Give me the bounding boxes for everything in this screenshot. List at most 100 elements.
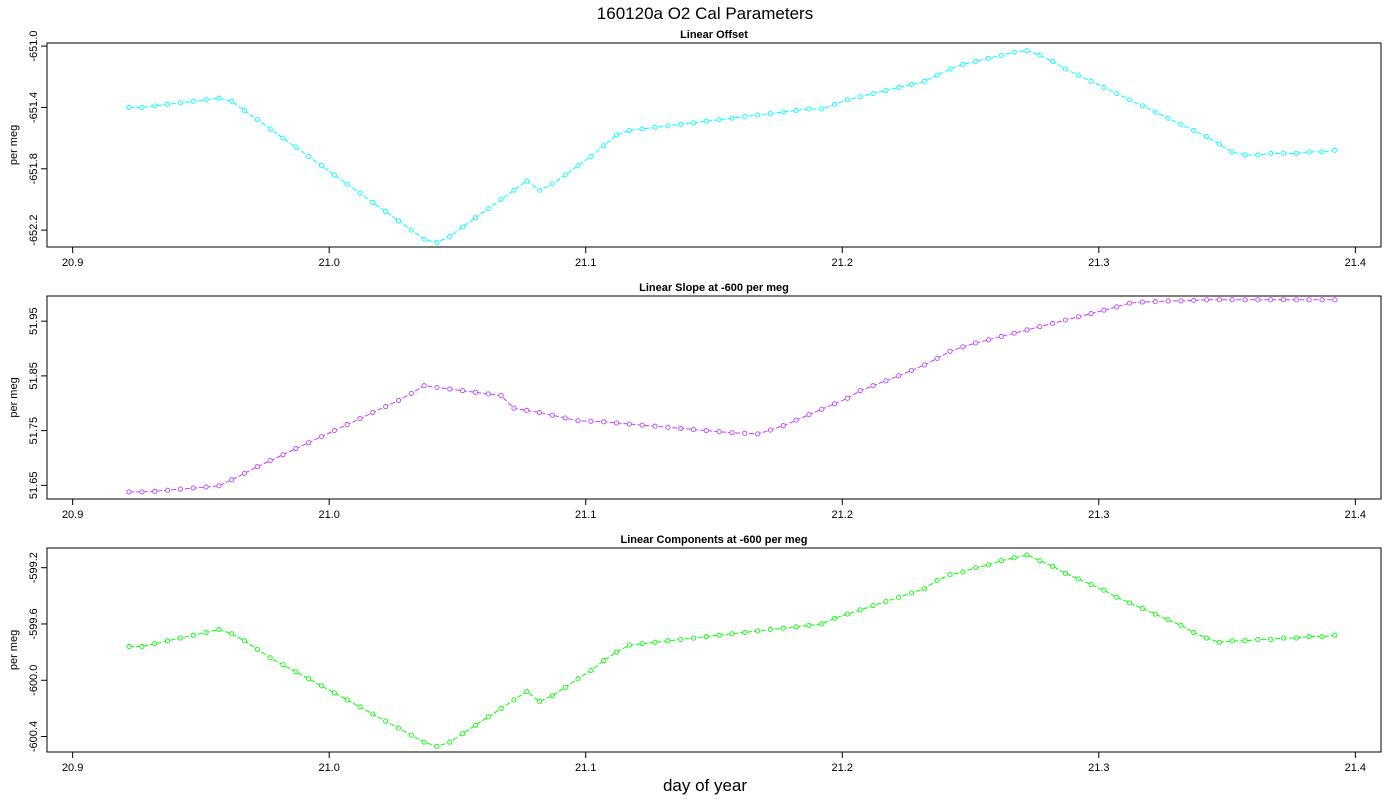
data-point [139, 104, 145, 110]
data-point [793, 624, 799, 630]
data-point [280, 662, 286, 668]
data-point [472, 389, 478, 395]
data-point [665, 123, 671, 129]
data-point [254, 464, 260, 470]
data-point [241, 470, 248, 476]
data-point [306, 676, 312, 682]
data-point [511, 697, 517, 703]
data-point [985, 562, 992, 568]
data-point [806, 412, 812, 418]
data-point [780, 625, 786, 631]
data-point [1062, 66, 1069, 72]
data-point [883, 598, 889, 605]
data-point [177, 100, 183, 106]
data-point [588, 153, 594, 160]
data-point [1268, 636, 1274, 642]
data-point [1268, 297, 1274, 303]
data-point [729, 631, 735, 637]
data-point [434, 743, 440, 749]
data-point [562, 684, 568, 690]
data-point [1114, 594, 1120, 600]
data-point [549, 412, 555, 418]
data-point [383, 718, 389, 724]
y-tick-label: 51.75 [28, 417, 40, 445]
data-point [1024, 552, 1030, 558]
data-point [857, 388, 863, 394]
data-point [1139, 299, 1145, 305]
data-point [1293, 635, 1299, 641]
data-point [973, 340, 979, 346]
data-point [1178, 298, 1184, 304]
data-point [1165, 115, 1171, 121]
data-point [434, 239, 440, 245]
data-point [1229, 638, 1235, 644]
data-point [626, 642, 632, 648]
x-tick-label: 21.1 [575, 257, 596, 269]
data-point [575, 676, 581, 682]
data-point [1101, 307, 1107, 313]
data-point [203, 629, 209, 635]
data-point [1050, 563, 1056, 569]
data-point [1332, 632, 1338, 638]
data-point [960, 61, 966, 68]
data-point [318, 434, 325, 440]
data-point [639, 126, 645, 132]
data-point [524, 688, 530, 695]
data-point [1127, 600, 1133, 606]
data-point [1204, 635, 1210, 641]
data-point [601, 143, 607, 149]
data-point [1293, 150, 1299, 156]
data-point [152, 488, 158, 494]
data-point [575, 163, 581, 169]
data-point [383, 403, 389, 410]
data-point [1024, 327, 1030, 333]
data-point [472, 215, 478, 221]
data-point [1024, 48, 1030, 54]
data-point [152, 103, 158, 109]
data-point [395, 218, 402, 224]
data-point [985, 55, 992, 61]
data-point [165, 638, 171, 644]
data-point [344, 181, 350, 187]
data-point [1075, 576, 1081, 582]
data-point [690, 635, 697, 641]
data-point [703, 634, 709, 640]
data-point [511, 405, 517, 411]
data-point [908, 367, 915, 373]
y-tick-label: 51.95 [28, 307, 40, 335]
figure-title: 160120a O2 Cal Parameters [597, 4, 813, 23]
data-point [1101, 587, 1107, 593]
data-point [601, 658, 607, 664]
data-point [190, 632, 196, 638]
data-point [857, 607, 863, 613]
data-point [460, 731, 466, 737]
data-point [716, 117, 722, 123]
data-point [626, 127, 632, 133]
data-point [511, 187, 517, 193]
data-point [1332, 297, 1338, 303]
data-point [806, 106, 812, 112]
data-point [921, 78, 927, 84]
data-point [588, 418, 594, 424]
data-point [421, 739, 427, 745]
data-point [844, 611, 850, 617]
data-point [318, 163, 325, 169]
data-point [447, 233, 453, 239]
data-point [639, 422, 645, 428]
data-point [126, 643, 132, 650]
data-point [1268, 150, 1274, 156]
data-point [1165, 298, 1171, 304]
x-tick-label: 21.2 [832, 762, 853, 774]
data-point [216, 483, 222, 489]
data-point [985, 337, 992, 343]
data-point [806, 622, 812, 628]
data-point [139, 489, 145, 495]
data-point [1139, 605, 1145, 612]
data-point [331, 172, 337, 178]
data-point [755, 431, 761, 437]
data-point [537, 409, 543, 416]
data-point [1306, 297, 1312, 303]
data-point [1280, 635, 1287, 641]
data-point [678, 121, 684, 127]
